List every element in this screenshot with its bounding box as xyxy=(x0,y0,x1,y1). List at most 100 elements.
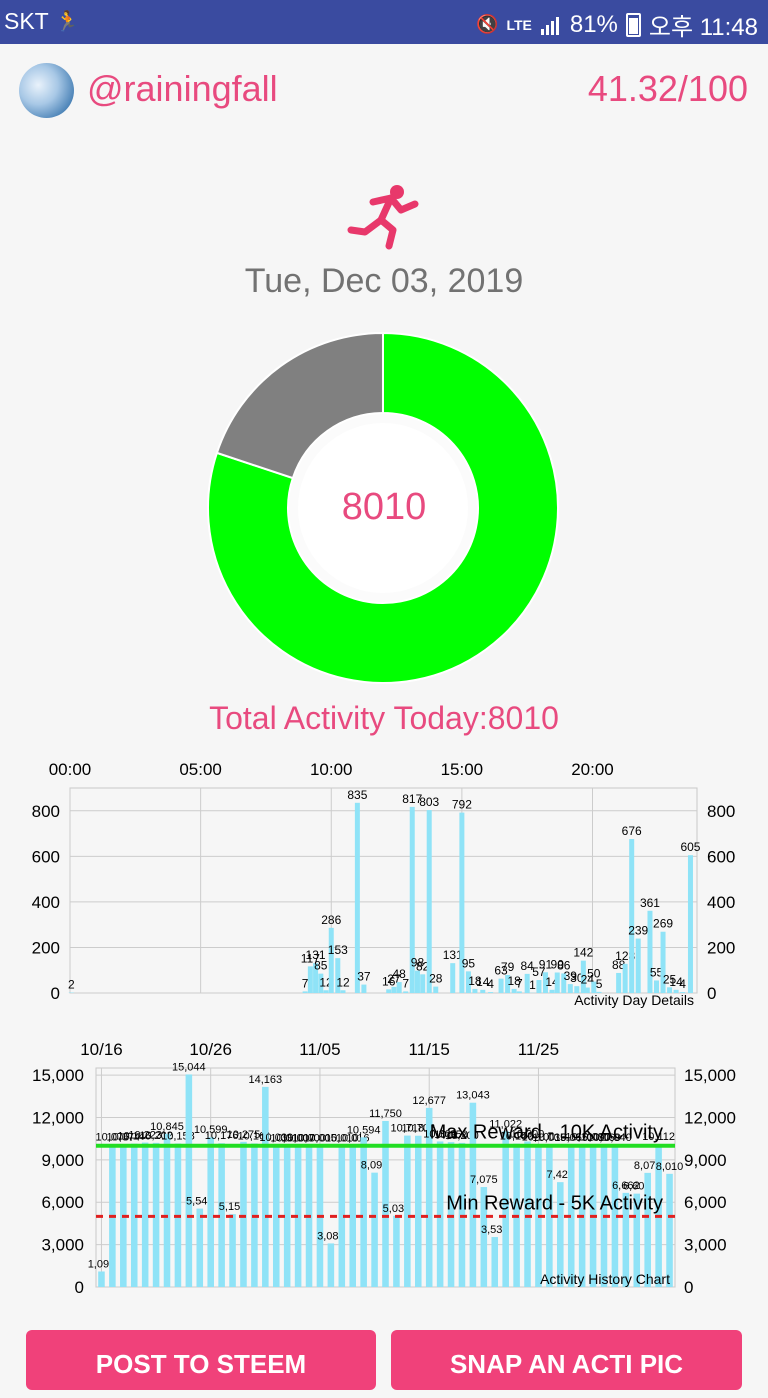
bar xyxy=(623,964,628,993)
y-tick-label-right: 12,000 xyxy=(684,1108,736,1127)
bar xyxy=(328,1243,335,1287)
bar-value-label: 4 xyxy=(679,977,686,991)
bar-value-label: 13,043 xyxy=(456,1090,490,1102)
bar xyxy=(262,1087,269,1287)
bar xyxy=(142,1143,149,1287)
y-tick-label-left: 12,000 xyxy=(32,1108,84,1127)
bar xyxy=(355,803,360,993)
x-tick-label: 10/26 xyxy=(189,1040,232,1059)
bar-value-label: 95 xyxy=(462,956,476,970)
y-tick-label-right: 3,000 xyxy=(684,1236,727,1255)
bar-value-label: 85 xyxy=(314,959,328,973)
y-tick-label-left: 0 xyxy=(51,984,60,1003)
bar xyxy=(688,855,693,993)
bar xyxy=(240,1142,247,1287)
bar-value-label: 11,750 xyxy=(369,1108,402,1120)
bar xyxy=(420,974,425,993)
bar-value-label: 239 xyxy=(628,924,648,938)
bar-value-label: 676 xyxy=(622,824,642,838)
bar xyxy=(404,1136,411,1287)
bar-value-label: 12 xyxy=(336,975,350,989)
bar xyxy=(427,810,432,993)
activity-history-chart: 0 0 3,000 3,000 6,000 6,000 9,000 9,000 12,000 12… xyxy=(0,1035,768,1300)
bar xyxy=(308,966,313,993)
bar-value-label: 2 xyxy=(68,978,75,992)
bar xyxy=(647,911,652,993)
total-activity-label: Total Activity Today:8010 xyxy=(0,700,768,737)
y-tick-label-right: 9,000 xyxy=(684,1151,727,1170)
bar xyxy=(636,939,641,993)
bar xyxy=(644,1173,651,1287)
bar-value-label: 4 xyxy=(487,977,494,991)
y-tick-label-right: 0 xyxy=(684,1278,693,1297)
bar xyxy=(371,1173,378,1287)
min-reward-label: Min Reward - 5K Activity xyxy=(446,1192,663,1214)
y-tick-label-left: 0 xyxy=(75,1278,84,1297)
y-tick-label-left: 6,000 xyxy=(41,1193,84,1212)
bar xyxy=(397,982,402,993)
snap-acti-pic-button[interactable]: SNAP AN ACTI PIC xyxy=(391,1330,742,1390)
bar-value-label: 7 xyxy=(516,976,523,990)
bar xyxy=(472,989,477,993)
lte-icon: LTE xyxy=(506,17,531,33)
bar xyxy=(403,991,408,993)
y-tick-label-right: 800 xyxy=(707,802,735,821)
bar-value-label: 803 xyxy=(419,795,439,809)
y-tick-label-left: 800 xyxy=(32,802,60,821)
y-tick-label-right: 400 xyxy=(707,893,735,912)
bar-value-label: 14,163 xyxy=(249,1074,283,1086)
x-tick-label: 00:00 xyxy=(49,760,92,779)
y-tick-label-right: 6,000 xyxy=(684,1193,727,1212)
bar xyxy=(197,1209,204,1287)
bar xyxy=(433,987,438,993)
x-tick-label: 10/16 xyxy=(80,1040,123,1059)
bar-value-label: 286 xyxy=(321,913,341,927)
battery-percent: 81% xyxy=(570,11,618,39)
bar-value-label: 15,044 xyxy=(172,1061,206,1073)
bar xyxy=(207,1137,214,1287)
status-bar-right: 🔇 LTE 81% 오후 11:48 xyxy=(476,7,758,42)
username[interactable]: @rainingfall xyxy=(87,68,278,110)
bar xyxy=(415,971,420,993)
carrier-label: SKT xyxy=(4,8,49,35)
bar-value-label: 8,010 xyxy=(656,1161,684,1173)
bar xyxy=(393,1216,400,1287)
bar-value-label: 5 xyxy=(596,977,603,991)
x-tick-label: 05:00 xyxy=(179,760,222,779)
bar xyxy=(386,989,391,993)
runner-icon xyxy=(345,180,425,250)
status-bar: SKT 🏃 🔇 LTE 81% 오후 11:48 xyxy=(0,0,768,44)
post-to-steem-button[interactable]: POST TO STEEM xyxy=(26,1330,376,1390)
y-tick-label-left: 400 xyxy=(32,893,60,912)
app-notification-icon: 🏃 xyxy=(55,9,80,34)
y-tick-label-left: 15,000 xyxy=(32,1066,84,1085)
bar-value-label: 10,594 xyxy=(347,1124,381,1136)
chart-description: Activity Day Details xyxy=(574,992,694,1008)
bar-value-label: 7 xyxy=(402,976,409,990)
bar xyxy=(448,1142,455,1287)
bar xyxy=(98,1271,105,1287)
bar xyxy=(391,987,396,993)
y-tick-label-left: 9,000 xyxy=(41,1151,84,1170)
x-tick-label: 15:00 xyxy=(441,760,484,779)
bar xyxy=(536,980,541,993)
signal-icon xyxy=(540,15,562,35)
y-tick-label-right: 200 xyxy=(707,938,735,957)
bar-value-label: 269 xyxy=(653,917,673,931)
bar xyxy=(517,991,522,993)
bar-value-label: 361 xyxy=(640,896,660,910)
bar xyxy=(480,990,485,993)
bar-value-label: 142 xyxy=(573,946,593,960)
bar-value-label: 792 xyxy=(452,798,472,812)
bar-value-label: 79 xyxy=(501,960,515,974)
y-tick-label-left: 3,000 xyxy=(41,1236,84,1255)
avatar[interactable] xyxy=(19,63,74,118)
y-tick-label-right: 600 xyxy=(707,847,735,866)
y-tick-label-left: 600 xyxy=(32,847,60,866)
bar-value-label: 7,075 xyxy=(470,1174,498,1186)
x-tick-label: 11/25 xyxy=(518,1040,559,1059)
bar xyxy=(488,992,493,993)
chart-description: Activity History Chart xyxy=(540,1271,670,1287)
bar xyxy=(164,1134,171,1287)
